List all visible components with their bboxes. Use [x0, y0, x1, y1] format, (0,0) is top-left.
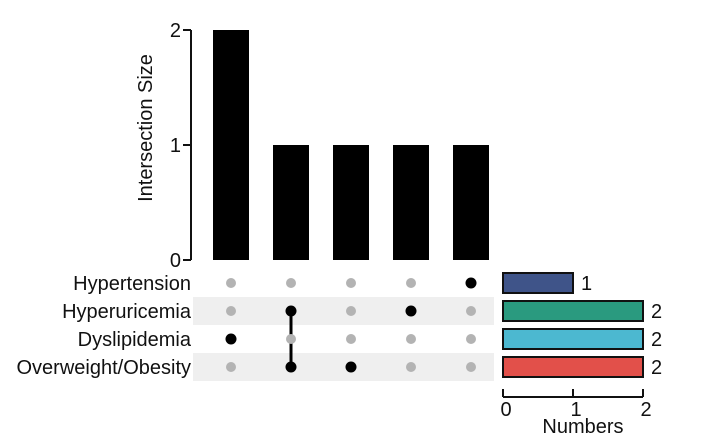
matrix-dot-0-0 — [226, 278, 236, 288]
intersection-bar-4 — [453, 145, 489, 260]
set-size-label-3: 2 — [651, 357, 662, 379]
matrix-dot-4-2 — [466, 334, 476, 344]
set-size-bars: 1 2 2 2 — [502, 272, 662, 379]
membership-matrix — [225, 277, 477, 373]
matrix-dot-0-1 — [226, 306, 236, 316]
set-label-2: Dyslipidemia — [78, 329, 192, 351]
set-size-bar-3 — [502, 356, 644, 378]
set-size-axis: 0 1 2 — [500, 389, 652, 421]
set-label-3: Overweight/Obesity — [16, 357, 191, 379]
matrix-dot-2-0 — [346, 278, 356, 288]
matrix-dot-3-0 — [406, 278, 416, 288]
matrix-dot-1-0 — [286, 278, 296, 288]
set-label-0: Hypertension — [73, 273, 191, 295]
y-tick-label-2: 2 — [170, 20, 181, 42]
y-tick-label-0: 0 — [170, 250, 181, 272]
set-size-label-0: 1 — [581, 273, 592, 295]
set-label-1: Hyperuricemia — [62, 301, 192, 323]
x-tick-label-0: 0 — [500, 399, 511, 421]
y-axis: 0 1 2 — [170, 20, 192, 272]
matrix-dot-4-1 — [466, 306, 476, 316]
intersection-bars — [213, 30, 489, 260]
matrix-stripes — [193, 297, 494, 381]
matrix-dot-2-3 — [345, 361, 357, 373]
matrix-dot-2-1 — [346, 306, 356, 316]
set-size-bar-1 — [502, 300, 644, 322]
set-size-label-2: 2 — [651, 329, 662, 351]
matrix-dot-0-3 — [226, 362, 236, 372]
matrix-dot-1-1 — [285, 305, 297, 317]
matrix-dot-3-3 — [406, 362, 416, 372]
matrix-stripe-1 — [193, 297, 494, 325]
intersection-bar-1 — [273, 145, 309, 260]
x-tick-label-1: 1 — [570, 399, 581, 421]
y-axis-title: Intersection Size — [135, 54, 157, 202]
matrix-dot-4-0 — [465, 277, 477, 289]
matrix-stripe-3 — [193, 353, 494, 381]
set-labels: Hypertension Hyperuricemia Dyslipidemia Ove… — [16, 273, 191, 379]
matrix-dot-0-2 — [225, 333, 237, 345]
set-size-bar-2 — [502, 328, 644, 350]
matrix-dot-1-2 — [286, 334, 296, 344]
matrix-dot-3-2 — [406, 334, 416, 344]
intersection-bar-3 — [393, 145, 429, 260]
matrix-dot-1-3 — [285, 361, 297, 373]
set-size-label-1: 2 — [651, 301, 662, 323]
matrix-dot-2-2 — [346, 334, 356, 344]
x-axis-title: Numbers — [542, 416, 623, 438]
y-tick-label-1: 1 — [170, 135, 181, 157]
x-tick-label-2: 2 — [640, 399, 651, 421]
matrix-dot-4-3 — [466, 362, 476, 372]
intersection-bar-2 — [333, 145, 369, 260]
intersection-bar-0 — [213, 30, 249, 260]
set-size-bar-0 — [502, 272, 574, 294]
matrix-dot-3-1 — [405, 305, 417, 317]
